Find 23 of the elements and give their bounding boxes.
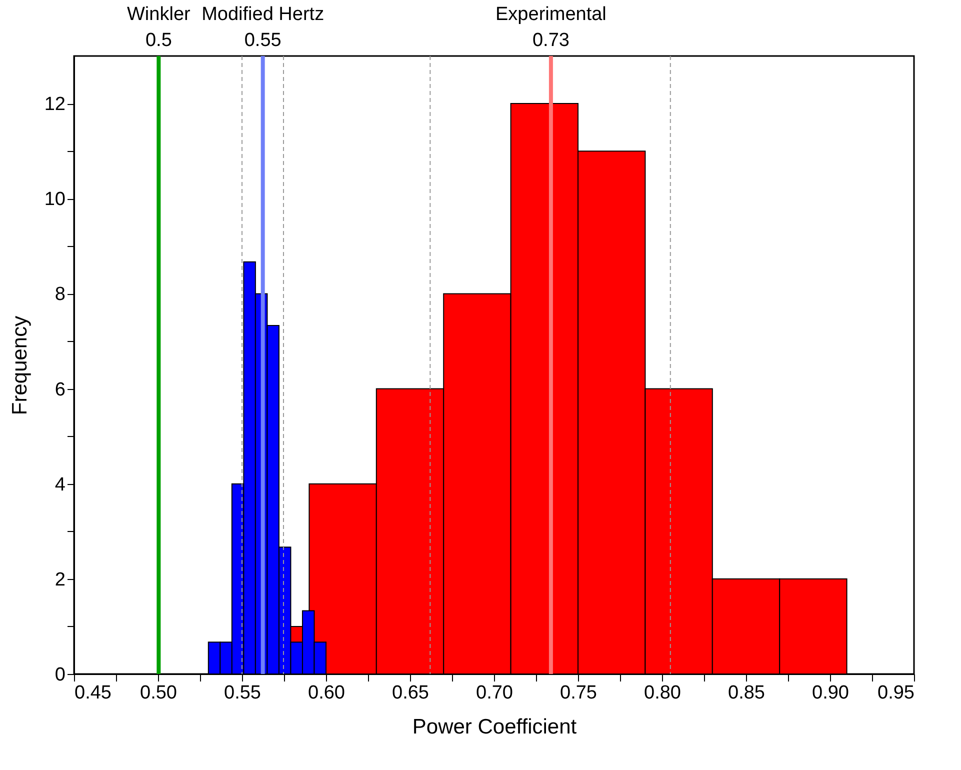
x-tick-label: 0.50 (140, 682, 177, 704)
ref-line-label: Modified Hertz 0.55 (202, 4, 324, 51)
x-tick-label: 0.60 (308, 682, 345, 704)
y-tick-label: 12 (44, 94, 66, 116)
x-tick-label: 0.45 (74, 682, 112, 704)
y-tick-label: 2 (54, 569, 66, 590)
y-axis-title: Frequency (8, 315, 32, 416)
x-tick-label: 0.90 (812, 682, 849, 704)
y-tick-label: 10 (44, 189, 66, 210)
ref-line-label: Experimental 0.73 (496, 4, 606, 51)
y-tick-label: 0 (54, 664, 66, 686)
x-tick-label: 0.55 (224, 682, 261, 704)
x-axis-title: Power Coefficient (412, 716, 577, 738)
x-tick-label: 0.95 (878, 682, 914, 704)
y-tick-label: 4 (54, 474, 66, 496)
ref-line-label: Winkler 0.5 (127, 4, 192, 51)
x-tick-label: 0.75 (560, 682, 597, 704)
y-tick-label: 6 (54, 379, 66, 400)
x-tick-label: 0.65 (392, 682, 429, 704)
x-tick-label: 0.70 (476, 682, 513, 704)
x-tick-label: 0.85 (728, 682, 765, 704)
y-tick-label: 8 (54, 284, 66, 306)
x-tick-label: 0.80 (644, 682, 681, 704)
